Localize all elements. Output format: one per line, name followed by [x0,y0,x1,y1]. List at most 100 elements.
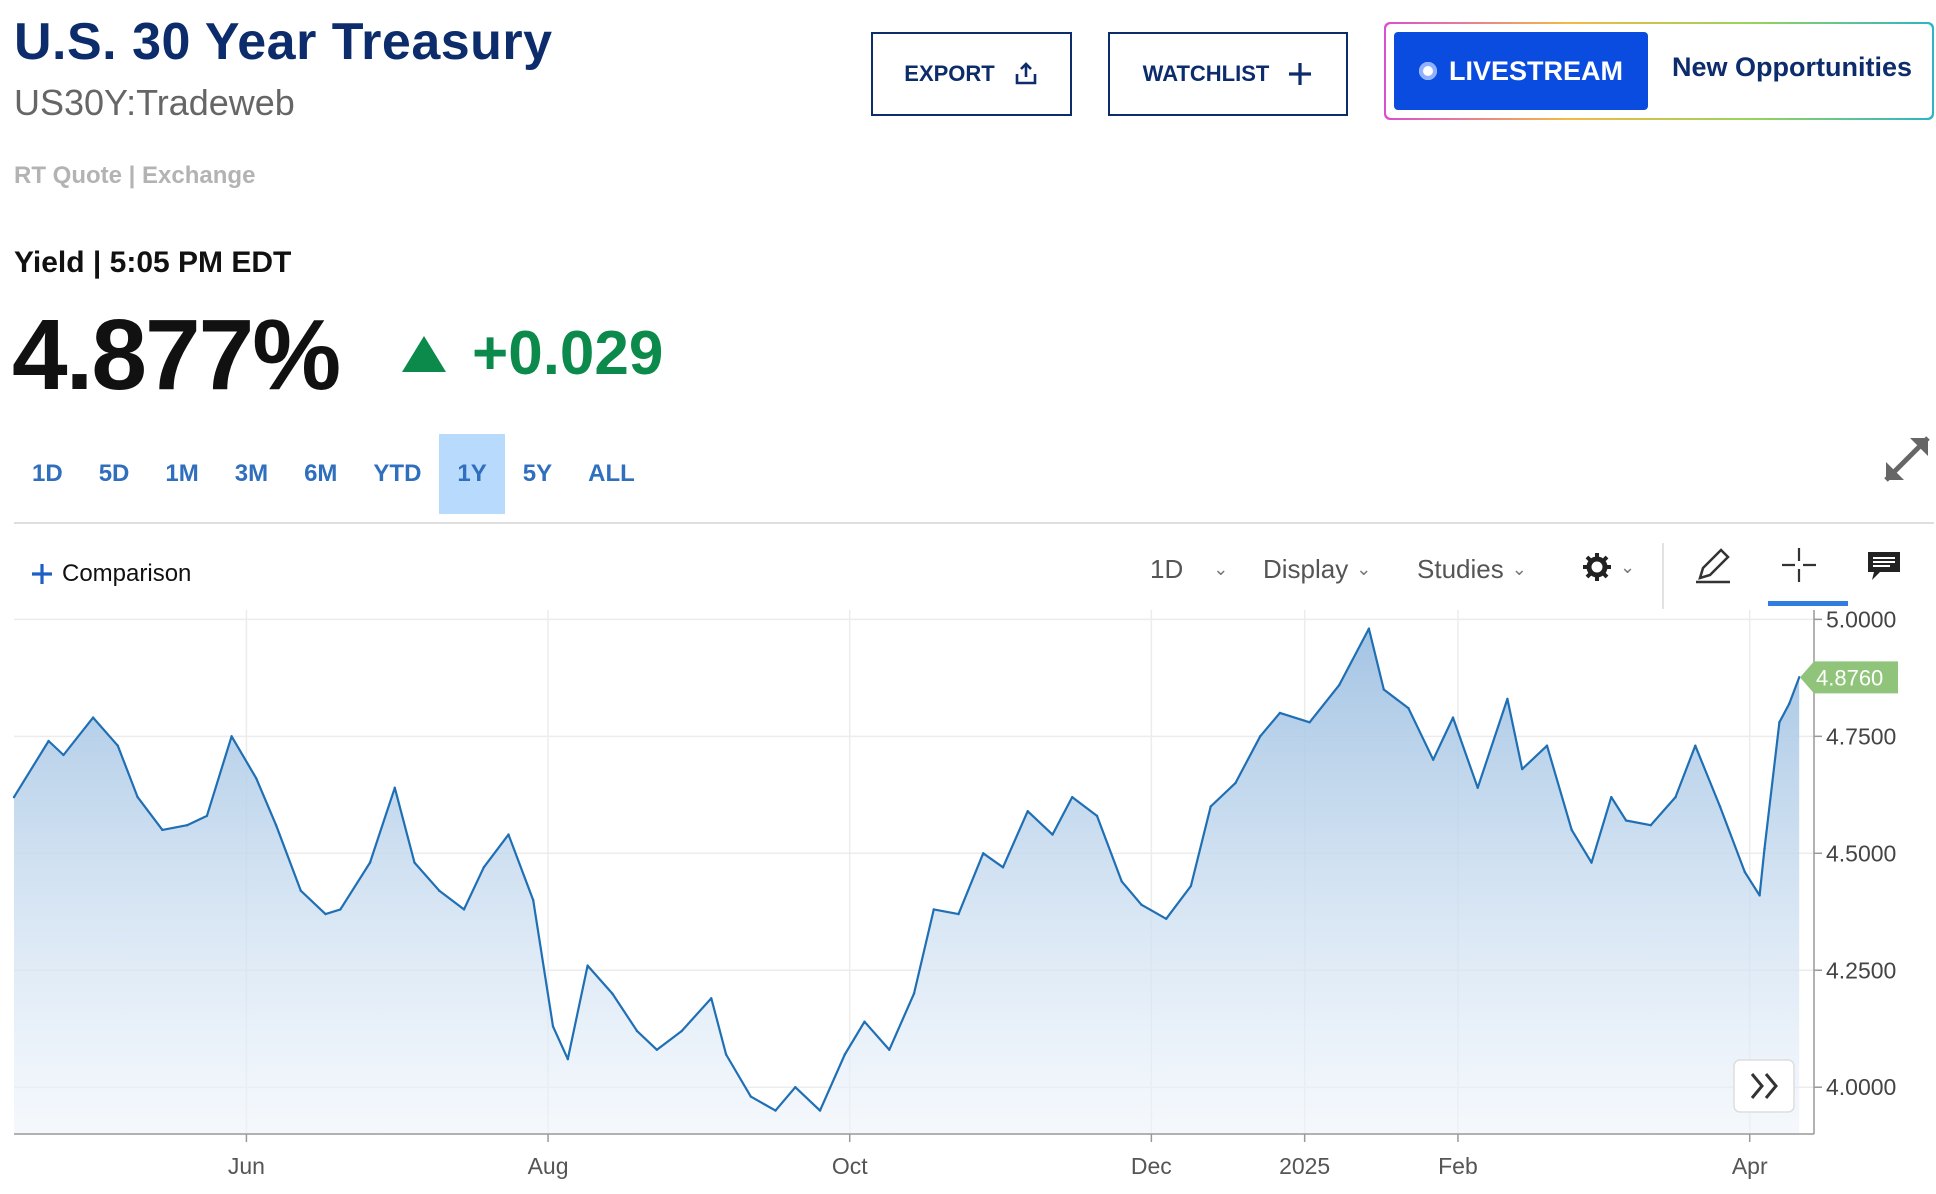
data-point [1071,795,1074,799]
data-point [299,889,303,892]
y-tick-label: 4.0000 [1826,1074,1896,1100]
range-button-6m[interactable]: 6M [304,460,338,487]
data-point [1694,744,1697,747]
data-point [1209,805,1212,808]
data-point [274,824,278,827]
chevron-down-icon: ⌄ [1511,559,1527,579]
data-point [91,716,95,719]
data-point [982,852,985,855]
data-point [1095,814,1099,818]
chevron-down-icon: ⌄ [1213,559,1229,579]
data-point [1051,833,1054,836]
expand-icon[interactable] [1880,432,1934,486]
interval-dropdown[interactable]: 1D ⌄ [1150,554,1228,585]
y-tick-label: 4.2500 [1826,957,1896,983]
comparison-button[interactable]: Comparison [30,560,191,588]
data-point [1001,866,1005,869]
data-point [724,1053,728,1056]
x-tick-label: Jun [228,1153,265,1179]
settings-dropdown[interactable]: ⌄ [1582,552,1635,582]
data-point [47,739,50,743]
data-point [438,889,441,892]
data-point [912,992,916,995]
data-point [393,786,396,789]
up-arrow-icon [402,335,446,372]
livestream-button[interactable]: LIVESTREAM [1394,32,1648,110]
range-button-ytd[interactable]: YTD [373,460,422,487]
yield-label: Yield | 5:05 PM EDT [14,246,292,279]
data-point [1476,786,1479,789]
y-tick-label: 4.5000 [1826,840,1896,866]
data-point [566,1057,570,1061]
data-point [1763,847,1766,850]
series-area [14,628,1800,1134]
range-button-1m[interactable]: 1M [165,460,199,487]
data-point [1278,711,1282,715]
price-value: 4.877% [12,299,341,411]
double-chevron-right-icon [1750,1073,1778,1099]
watchlist-button[interactable]: WATCHLIST [1108,32,1348,116]
chevron-down-icon: ⌄ [1620,556,1636,577]
display-dropdown[interactable]: Display ⌄ [1263,554,1371,585]
y-tick-label: 4.7500 [1826,723,1896,749]
data-point [1758,894,1761,897]
toolbar-separator [1662,543,1664,609]
livestream-panel: LIVESTREAM New Opportunities [1384,22,1934,120]
data-point [1590,861,1593,864]
price-change: +0.029 [402,318,663,389]
last-price-label: 4.8760 [1816,665,1883,690]
live-dot-icon [1418,62,1437,80]
data-point [507,833,510,836]
scroll-forward-button[interactable] [1733,1059,1795,1113]
data-point [586,964,589,967]
data-point [932,908,935,911]
data-point [749,1095,753,1098]
data-point [339,908,342,911]
data-point [324,912,327,916]
data-point [1624,819,1628,822]
export-button[interactable]: EXPORT [871,32,1072,116]
data-point [62,753,65,757]
data-point [12,795,16,799]
data-point [462,908,466,911]
data-point [368,861,372,864]
data-point [1797,676,1801,679]
data-point [1338,683,1341,687]
new-opportunities-link[interactable]: New Opportunities [1672,52,1913,82]
data-point [863,1020,866,1023]
data-point [1367,627,1371,630]
draw-pencil-icon[interactable] [1694,546,1732,584]
data-point [611,992,614,995]
data-point [843,1053,846,1056]
data-point [655,1048,659,1051]
chevron-down-icon: ⌄ [1356,559,1372,579]
export-label: EXPORT [904,61,995,86]
data-point [413,861,416,864]
share-icon [1015,62,1037,85]
crosshair-icon[interactable] [1780,546,1818,584]
studies-dropdown[interactable]: Studies ⌄ [1417,554,1527,585]
range-button-3m[interactable]: 3M [234,460,269,487]
data-point [551,1025,555,1028]
x-tick-label: 2025 [1279,1153,1330,1179]
x-tick-label: Aug [528,1153,569,1179]
watchlist-label: WATCHLIST [1142,61,1270,86]
last-price-tag [1800,661,1898,694]
y-tick-label: 5.0000 [1826,606,1896,632]
x-tick-label: Feb [1438,1153,1478,1179]
yield-chart[interactable]: 5.0000 4.7500 4.5000 4.2500 4.0000 Jun Aug Oct D… [0,600,1936,1194]
data-point [1506,697,1509,701]
range-button-1y[interactable]: 1Y [439,434,505,514]
range-button-all[interactable]: ALL [588,460,635,487]
symbol-label: US30Y:Tradeweb [14,82,295,123]
range-button-5y[interactable]: 5Y [522,460,553,487]
range-button-5d[interactable]: 5D [98,460,130,487]
data-point [1545,744,1549,747]
range-button-1d[interactable]: 1D [32,460,63,487]
data-point [230,735,233,738]
comment-icon[interactable] [1866,550,1902,582]
data-point [1120,880,1123,883]
x-tick-label: Dec [1131,1153,1172,1179]
range-selector: 1D 5D 1M 3M 6M YTD 1Y 5Y ALL [14,434,653,514]
data-point [1570,828,1573,832]
